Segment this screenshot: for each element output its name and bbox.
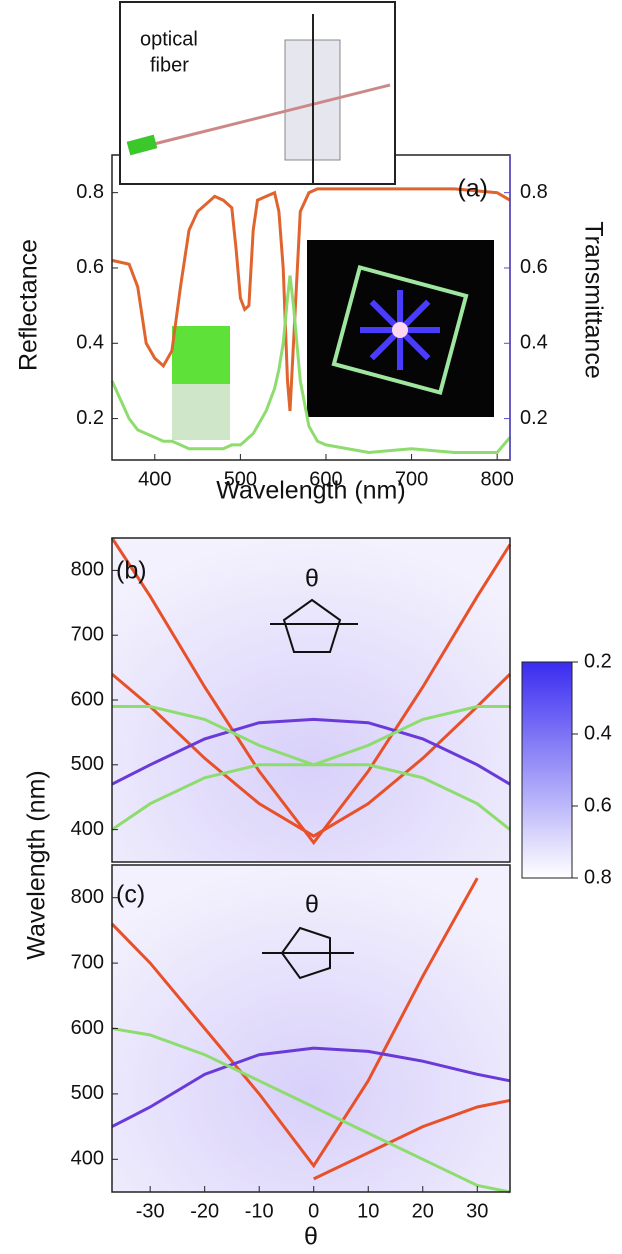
y-tick-label: 600 bbox=[71, 688, 104, 710]
data-line bbox=[313, 1098, 511, 1181]
panel-label: (b) bbox=[116, 557, 147, 585]
x-tick-label: 20 bbox=[412, 1200, 434, 1222]
y-tick-label: 700 bbox=[71, 951, 104, 973]
y-tick-label: 500 bbox=[71, 1082, 104, 1104]
pentagon bbox=[282, 598, 342, 653]
y-tick-label: 800 bbox=[71, 559, 104, 581]
angle-label: θ bbox=[305, 891, 319, 919]
fiber-tip bbox=[126, 134, 158, 156]
x-tick-label: 500 bbox=[224, 468, 257, 490]
annotation: optical bbox=[140, 28, 198, 50]
x-tick-label: 10 bbox=[357, 1200, 379, 1222]
colorbar-tick-label: 0.8 bbox=[584, 866, 612, 888]
angle-label: θ bbox=[305, 565, 319, 593]
x-axis-label: Wavelength (nm) bbox=[216, 477, 405, 505]
heatmap-b bbox=[112, 538, 510, 862]
x-tick-label: -20 bbox=[190, 1200, 219, 1222]
y-tick-label: 0.8 bbox=[76, 181, 104, 203]
x-tick-label: 600 bbox=[309, 468, 342, 490]
y-tick-label: 0.6 bbox=[76, 256, 104, 278]
x-tick-label: 800 bbox=[480, 468, 513, 490]
y2-tick-label: 0.8 bbox=[520, 181, 548, 203]
data-line bbox=[111, 672, 512, 838]
colorbar-tick-label: 0.6 bbox=[584, 794, 612, 816]
x-tick-label: -10 bbox=[245, 1200, 274, 1222]
photo-crystal bbox=[331, 265, 469, 395]
colorbar bbox=[521, 661, 573, 879]
y-tick-label: 400 bbox=[71, 1148, 104, 1170]
y2-axis-label: Transmittance bbox=[579, 221, 607, 378]
y2-tick-label: 0.6 bbox=[520, 256, 548, 278]
panel-label: (a) bbox=[457, 175, 488, 203]
x-axis-label: θ bbox=[304, 1223, 318, 1251]
pentagon bbox=[280, 926, 331, 980]
x-tick-label: 30 bbox=[466, 1200, 488, 1222]
green-swatch bbox=[172, 326, 230, 384]
data-line bbox=[111, 763, 511, 831]
y-tick-label: 800 bbox=[71, 886, 104, 908]
data-line bbox=[111, 717, 511, 786]
annotation: fiber bbox=[150, 54, 189, 76]
data-line bbox=[111, 1046, 511, 1128]
x-tick-label: 400 bbox=[138, 468, 171, 490]
data-line bbox=[110, 537, 512, 846]
y-tick-label: 400 bbox=[71, 818, 104, 840]
colorbar-tick-label: 0.4 bbox=[584, 722, 612, 744]
beam bbox=[149, 83, 391, 147]
y-tick-label: 600 bbox=[71, 1017, 104, 1039]
data-line bbox=[111, 187, 511, 412]
x-tick-label: 0 bbox=[308, 1200, 319, 1222]
data-line bbox=[110, 877, 479, 1169]
panel-label: (c) bbox=[116, 881, 145, 909]
pale-swatch bbox=[172, 384, 230, 440]
x-tick-label: -30 bbox=[136, 1200, 165, 1222]
y2-tick-label: 0.4 bbox=[520, 332, 548, 354]
y-tick-label: 0.2 bbox=[76, 407, 104, 429]
y-tick-label: 500 bbox=[71, 753, 104, 775]
data-line bbox=[110, 275, 512, 455]
setup-inset bbox=[119, 1, 396, 185]
y-tick-label: 0.4 bbox=[76, 332, 104, 354]
data-line bbox=[111, 1027, 511, 1194]
y2-tick-label: 0.2 bbox=[520, 407, 548, 429]
y-tick-label: 700 bbox=[71, 623, 104, 645]
colorbar-tick-label: 0.2 bbox=[584, 650, 612, 672]
x-tick-label: 700 bbox=[395, 468, 428, 490]
heatmap-c bbox=[112, 865, 510, 1192]
photo-center bbox=[392, 322, 408, 338]
y-axis-label: Reflectance bbox=[15, 239, 43, 371]
y-axis-label: Wavelength (nm) bbox=[23, 770, 51, 959]
